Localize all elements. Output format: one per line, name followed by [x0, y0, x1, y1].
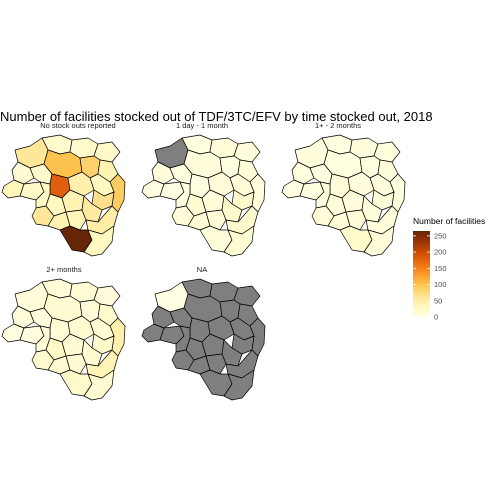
- legend-tick-label: 100: [434, 280, 447, 289]
- legend: Number of facilities 0 50 100 150 200 250: [413, 216, 485, 322]
- facet-1-2-months: 1+ - 2 months: [281, 121, 406, 257]
- facet-2-plus-months: 2+ months: [1, 265, 126, 401]
- province-region: [83, 369, 115, 401]
- facet-label: NA: [197, 265, 207, 274]
- province-region: [83, 225, 115, 257]
- facet-label: No stock outs reported: [40, 121, 115, 130]
- province-region: [223, 369, 255, 401]
- legend-title: Number of facilities: [413, 216, 485, 226]
- facet-na: NA: [141, 265, 266, 401]
- province-region: [205, 353, 227, 375]
- legend-ticks: 0 50 100 150 200 250: [413, 231, 447, 322]
- province-region: [65, 209, 87, 231]
- province-region: [223, 225, 255, 257]
- province-region: [205, 209, 227, 231]
- facet-label: 1 day - 1 month: [176, 121, 228, 130]
- province-region: [345, 209, 367, 231]
- legend-tick-label: 50: [434, 296, 442, 305]
- legend-tick-label: 0: [434, 313, 438, 322]
- province-region: [65, 353, 87, 375]
- facet-no-stock-outs: No stock outs reported: [1, 121, 126, 257]
- legend-tick-label: 250: [434, 231, 447, 240]
- province-region: [363, 225, 395, 257]
- plot-title: Number of facilities stocked out of TDF/…: [0, 109, 433, 124]
- facet-label: 1+ - 2 months: [315, 121, 361, 130]
- legend-colorbar: [413, 231, 430, 317]
- facet-label: 2+ months: [46, 265, 81, 274]
- legend-tick-label: 150: [434, 264, 447, 273]
- facet-1-day-1-month: 1 day - 1 month: [141, 121, 266, 257]
- legend-tick-label: 200: [434, 248, 447, 257]
